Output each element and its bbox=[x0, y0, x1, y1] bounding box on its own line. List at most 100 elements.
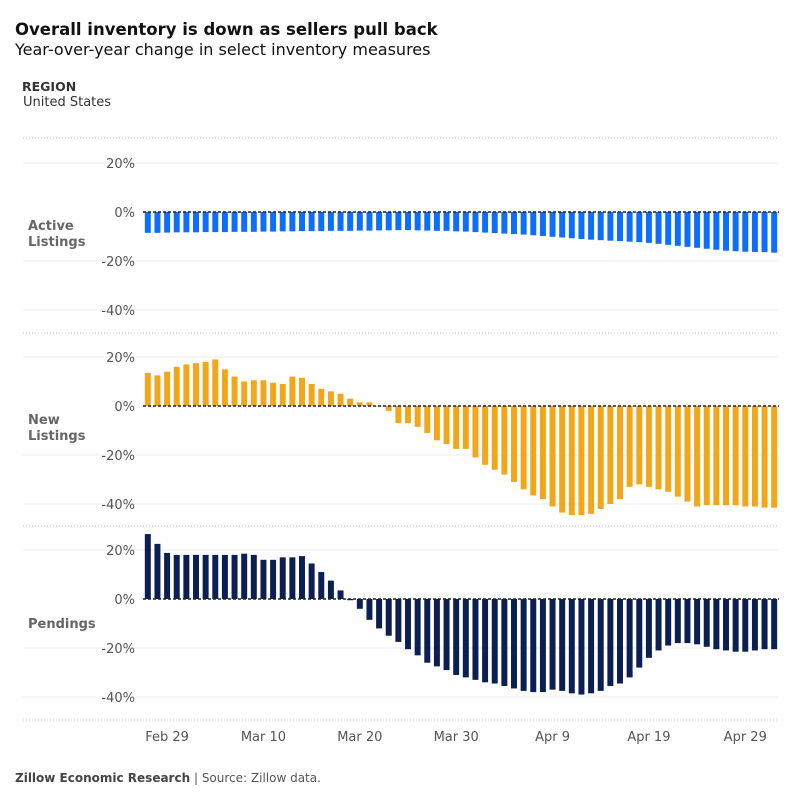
new-listings-bar bbox=[173, 366, 180, 406]
x-tick-label: Apr 29 bbox=[724, 730, 767, 745]
pendings-bar bbox=[327, 580, 334, 599]
new-listings-bar bbox=[144, 372, 151, 406]
pendings-bar bbox=[626, 599, 633, 678]
pendings-panel-label: Pendings bbox=[28, 617, 96, 632]
new-listings-bar bbox=[395, 406, 402, 424]
active-listings-bar bbox=[154, 212, 161, 233]
pendings-bar bbox=[154, 543, 161, 599]
new-listings-bar bbox=[655, 406, 662, 490]
pendings-bar bbox=[212, 554, 219, 599]
pendings-bar bbox=[761, 599, 768, 650]
pendings-bar bbox=[559, 599, 566, 691]
pendings-bar bbox=[588, 599, 595, 694]
pendings-bar bbox=[462, 599, 469, 678]
new-listings-y-tick-label: -40% bbox=[101, 498, 135, 513]
active-listings-bar bbox=[241, 212, 248, 232]
active-listings-bar bbox=[202, 212, 209, 233]
pendings-bar bbox=[231, 554, 238, 599]
active-listings-bar bbox=[751, 212, 758, 252]
new-listings-bar bbox=[751, 406, 758, 507]
new-listings-bar bbox=[405, 406, 411, 424]
new-listings-bar bbox=[713, 406, 720, 506]
pendings-bar bbox=[366, 599, 373, 620]
active-listings-bar bbox=[405, 212, 411, 231]
new-listings-bar bbox=[424, 406, 431, 433]
active-listings-bar bbox=[636, 212, 643, 243]
new-listings-bar bbox=[530, 406, 537, 496]
active-listings-bar bbox=[424, 212, 431, 231]
new-listings-bar bbox=[568, 406, 575, 516]
new-listings-bar bbox=[520, 406, 527, 490]
pendings-bar bbox=[751, 599, 758, 651]
new-listings-bar bbox=[626, 406, 633, 487]
pendings-bar bbox=[453, 599, 460, 675]
pendings-bar bbox=[173, 554, 180, 599]
pendings-bar bbox=[655, 599, 662, 651]
region-filter-value[interactable]: United States bbox=[23, 95, 112, 110]
pendings-bar bbox=[530, 599, 537, 693]
footer: Zillow Economic Research | Source: Zillo… bbox=[15, 771, 321, 785]
new-listings-bar bbox=[761, 406, 768, 508]
new-listings-bar bbox=[231, 376, 238, 406]
pendings-bar bbox=[164, 552, 171, 599]
new-listings-bar bbox=[385, 406, 392, 411]
pendings-bar bbox=[241, 553, 248, 599]
active-listings-bar bbox=[607, 212, 614, 241]
new-listings-bar bbox=[723, 406, 729, 506]
pendings-bar bbox=[684, 599, 691, 644]
pendings-bar bbox=[356, 599, 363, 609]
new-listings-bar bbox=[742, 406, 749, 507]
active-listings-bar bbox=[530, 212, 537, 236]
active-listings-bar bbox=[395, 212, 402, 231]
x-tick-label: Apr 9 bbox=[535, 730, 570, 745]
new-listings-bar bbox=[501, 406, 508, 475]
active-listings-bar bbox=[703, 212, 710, 249]
active-listings-bar bbox=[385, 212, 392, 231]
active-listings-bar bbox=[539, 212, 546, 237]
active-listings-bar bbox=[674, 212, 681, 246]
pendings-bar bbox=[202, 554, 209, 599]
active-listings-y-tick-label: -20% bbox=[101, 255, 135, 270]
new-listings-bar bbox=[433, 406, 440, 441]
active-listings-bar bbox=[694, 212, 701, 248]
new-listings-bar bbox=[250, 380, 257, 406]
new-listings-bar bbox=[607, 406, 614, 504]
active-listings-bar bbox=[549, 212, 556, 237]
new-listings-bar bbox=[511, 406, 517, 482]
new-listings-y-tick-label: 20% bbox=[106, 351, 135, 366]
new-listings-bar bbox=[183, 364, 190, 406]
active-listings-bar bbox=[617, 212, 623, 242]
active-listings-bar bbox=[299, 212, 305, 232]
pendings-bar bbox=[636, 599, 643, 668]
pendings-bar bbox=[578, 599, 585, 695]
active-listings-bar bbox=[626, 212, 633, 242]
new-listings-bar bbox=[645, 406, 652, 487]
pendings-y-tick-label: 20% bbox=[106, 544, 135, 559]
active-listings-bar bbox=[732, 212, 739, 252]
pendings-bar bbox=[299, 556, 305, 599]
active-listings-bar bbox=[501, 212, 508, 234]
chart-title: Overall inventory is down as sellers pul… bbox=[15, 20, 438, 39]
active-listings-bar bbox=[462, 212, 469, 232]
pendings-bar bbox=[414, 599, 421, 656]
active-listings-bar bbox=[260, 212, 267, 232]
pendings-bar bbox=[597, 599, 604, 691]
pendings-bar bbox=[183, 554, 190, 599]
new-listings-bar bbox=[472, 406, 479, 458]
pendings-bar bbox=[520, 599, 527, 691]
new-listings-bar bbox=[279, 383, 286, 406]
pendings-bar bbox=[713, 599, 720, 650]
x-tick-label: Feb 29 bbox=[145, 730, 189, 745]
active-listings-bar bbox=[713, 212, 720, 250]
new-listings-bar bbox=[684, 406, 691, 502]
active-listings-bar bbox=[472, 212, 479, 233]
new-listings-bar bbox=[260, 380, 267, 406]
active-listings-bar bbox=[337, 212, 344, 231]
active-listings-bar bbox=[289, 212, 296, 232]
pendings-bar bbox=[511, 599, 517, 689]
new-listings-bar bbox=[270, 382, 277, 406]
active-listings-bar bbox=[279, 212, 286, 232]
pendings-bar bbox=[337, 590, 344, 599]
pendings-bar bbox=[308, 563, 315, 599]
active-listings-y-tick-label: -40% bbox=[101, 304, 135, 319]
